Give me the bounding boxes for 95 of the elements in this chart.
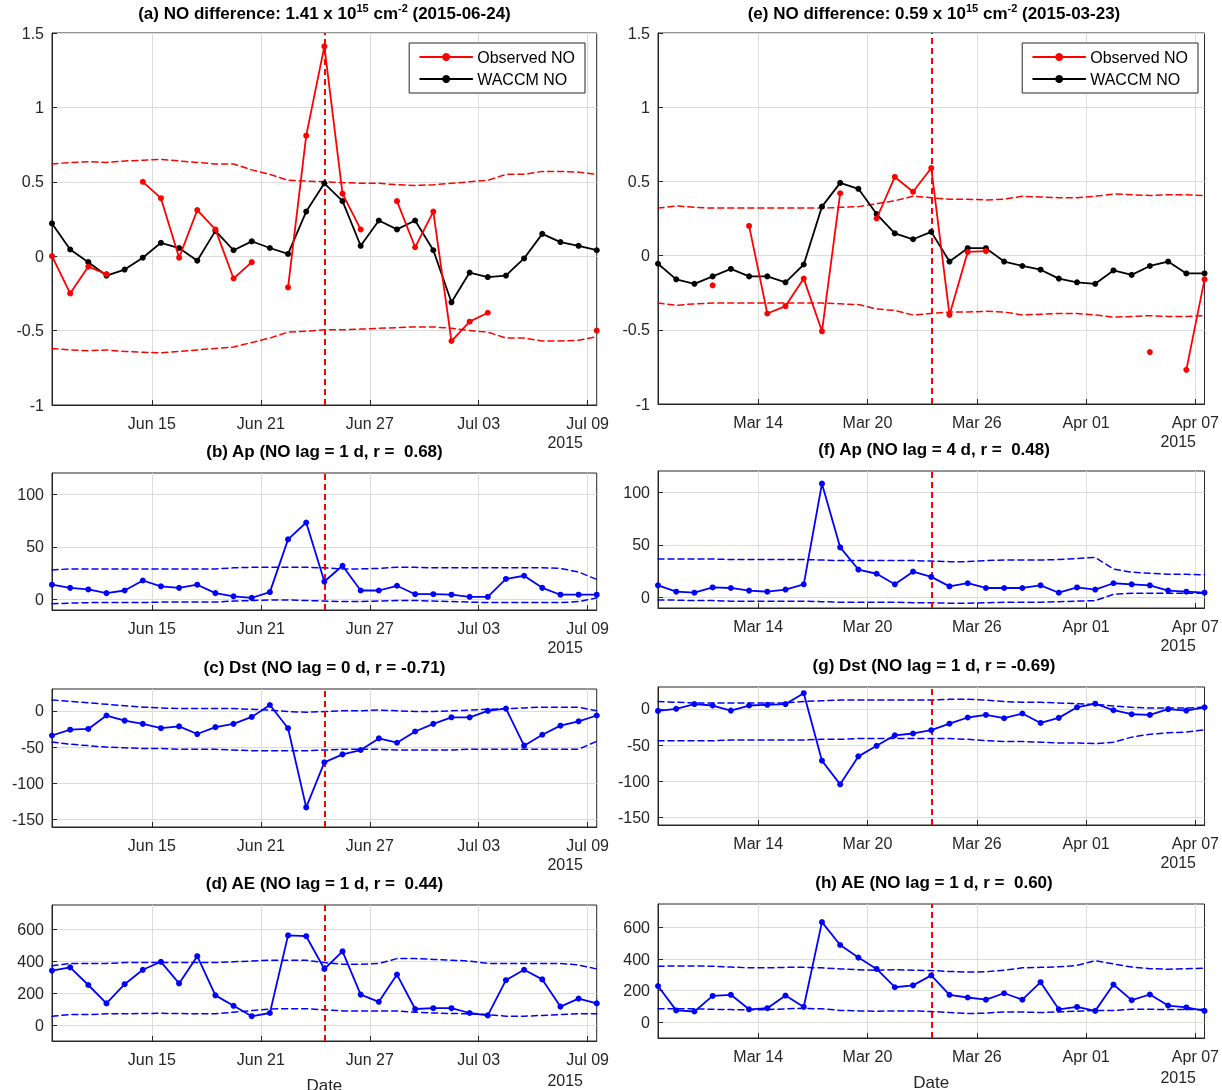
y-tick-label: 0 (641, 700, 651, 718)
x-tick-label: Jun 15 (127, 836, 176, 854)
chart-title: (e) NO difference: 0.59 x 10$^{15}$ cm$^{-2}$ (2015-03-23) (746, 2, 1122, 24)
chart-title: (a) NO difference: 1.41 x 10$^{15}$ cm$^{-2}$ (2015-06-24) (137, 2, 512, 24)
x-tick-label: Apr 07 (1171, 834, 1220, 852)
y-tick-label: -150 (11, 811, 45, 829)
legend-label: Observed NO (477, 48, 575, 66)
x-tick-label: Mar 26 (951, 1047, 1002, 1065)
text: 2015 (1160, 432, 1197, 450)
x-tick-label: Jul 09 (566, 619, 610, 637)
x-tick-label: Apr 01 (1062, 1047, 1110, 1065)
text: 2015 (1160, 853, 1197, 871)
x-tick-label: Mar 14 (733, 617, 784, 635)
chart-title: (c) Dst (NO lag = 0 d, r = -0.71) (202, 658, 447, 678)
text: 2015 (547, 855, 584, 873)
x-tick-label: Apr 07 (1171, 1047, 1220, 1065)
x-tick-label: Mar 26 (951, 617, 1002, 635)
legend-label: WACCM NO (477, 70, 568, 88)
x-tick-label: Mar 20 (842, 1047, 893, 1065)
y-tick-label: 0.5 (627, 172, 651, 190)
y-tick-label: -0.5 (622, 321, 651, 339)
y-tick-label: -1 (635, 395, 651, 413)
x-tick-label: Jul 09 (566, 414, 610, 432)
y-tick-label: -150 (617, 809, 651, 827)
x-tick-label: Jun 27 (345, 1050, 394, 1068)
text: 2015 (1160, 636, 1197, 654)
y-tick-label: 0 (35, 702, 45, 720)
x-tick-label: Jul 09 (566, 1050, 610, 1068)
text: 2015 (547, 433, 584, 451)
x-tick-label: Jul 09 (566, 836, 610, 854)
text: 2015 (547, 638, 584, 656)
y-tick-label: 100 (623, 483, 651, 501)
x-tick-label: Mar 20 (842, 834, 893, 852)
y-tick-label: 0.5 (21, 173, 45, 191)
x-tick-label: Apr 01 (1062, 834, 1110, 852)
chart-title: (g) Dst (NO lag = 1 d, r = -0.69) (811, 656, 1057, 676)
y-tick-label: -0.5 (16, 322, 45, 340)
legend-label: WACCM NO (1090, 70, 1181, 88)
x-tick-label: Mar 20 (842, 413, 893, 431)
x-tick-label: Jun 27 (345, 836, 394, 854)
chart-title: (b) Ap (NO lag = 1 d, r = 0.68) (206, 442, 443, 461)
y-tick-label: 1.5 (627, 24, 651, 42)
y-tick-label: 0 (35, 247, 45, 265)
x-tick-label: Apr 01 (1062, 413, 1110, 431)
y-tick-label: -100 (11, 774, 45, 792)
x-tick-label: Jun 21 (236, 836, 285, 854)
y-tick-label: 600 (623, 919, 651, 937)
y-tick-label: 0 (35, 1016, 45, 1034)
x-tick-label: Mar 20 (842, 617, 893, 635)
x-tick-label: Apr 07 (1171, 617, 1220, 635)
y-tick-label: 0 (35, 590, 45, 608)
x-tick-label: Jul 03 (457, 619, 501, 637)
y-tick-label: 1 (641, 98, 651, 116)
y-tick-label: -50 (626, 736, 651, 754)
x-tick-label: Apr 07 (1171, 413, 1220, 431)
y-tick-label: 1 (35, 98, 45, 116)
y-tick-label: 200 (623, 982, 651, 1000)
x-tick-label: Jul 03 (457, 1050, 501, 1068)
x-tick-label: Jun 21 (236, 1050, 285, 1068)
y-tick-label: -1 (29, 396, 45, 414)
x-tick-label: Jun 21 (236, 414, 285, 432)
chart-title: (d) AE (NO lag = 1 d, r = 0.44) (204, 874, 445, 894)
x-tick-label: Jul 03 (457, 836, 501, 854)
y-tick-label: 50 (26, 538, 45, 556)
text: 2015 (1160, 1068, 1197, 1086)
legend-label: Observed NO (1090, 48, 1188, 66)
y-tick-label: 600 (17, 920, 45, 938)
x-tick-label: Mar 26 (951, 834, 1002, 852)
y-tick-label: 0 (641, 588, 651, 606)
x-tick-label: Jun 21 (236, 619, 285, 637)
y-tick-label: 400 (623, 950, 651, 968)
y-tick-label: 0 (641, 247, 651, 265)
x-tick-label: Mar 14 (733, 834, 784, 852)
x-tick-label: Jun 27 (345, 619, 394, 637)
y-tick-label: 400 (17, 952, 45, 970)
x-tick-label: Mar 14 (733, 1047, 784, 1065)
x-tick-label: Jul 03 (457, 414, 501, 432)
text: 2015 (547, 1071, 584, 1089)
x-axis-title: Date (913, 1073, 950, 1090)
y-tick-label: -100 (617, 772, 651, 790)
x-tick-label: Jun 15 (127, 619, 176, 637)
y-tick-label: 50 (632, 536, 651, 554)
y-tick-label: 100 (17, 485, 45, 503)
chart-title: (h) AE (NO lag = 1 d, r = 0.60) (814, 873, 1054, 893)
x-tick-label: Jun 15 (127, 414, 176, 432)
y-tick-label: 0 (641, 1013, 651, 1031)
x-tick-label: Mar 14 (733, 413, 784, 431)
x-tick-label: Mar 26 (951, 413, 1002, 431)
y-tick-label: -50 (20, 738, 45, 756)
x-tick-label: Jun 27 (345, 414, 394, 432)
chart-title: (f) Ap (NO lag = 4 d, r = 0.48) (818, 440, 1050, 459)
y-tick-label: 200 (17, 984, 45, 1002)
x-tick-label: Jun 15 (127, 1050, 176, 1068)
y-tick-label: 1.5 (21, 24, 45, 42)
x-tick-label: Apr 01 (1062, 617, 1110, 635)
